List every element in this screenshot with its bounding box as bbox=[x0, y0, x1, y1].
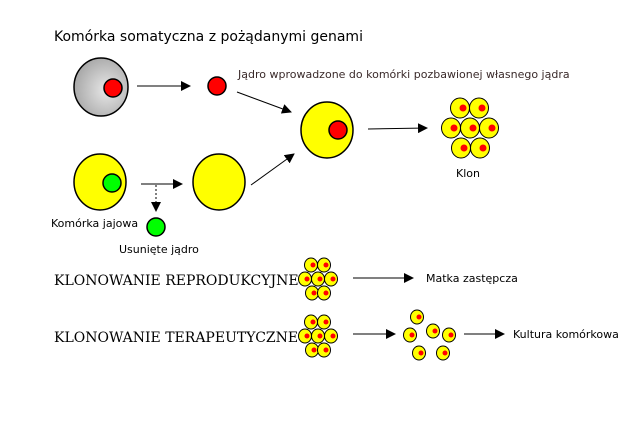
enucleated-egg bbox=[192, 153, 246, 211]
clone-label: Klon bbox=[456, 167, 480, 180]
clone-cluster bbox=[441, 97, 499, 159]
embryo-cluster bbox=[298, 314, 338, 358]
embryo-cluster bbox=[298, 257, 338, 301]
donor-nucleus bbox=[207, 76, 227, 96]
culture-label: Kultura komórkowa bbox=[513, 328, 619, 341]
reproductive-label: KLONOWANIE REPRODUKCYJNE bbox=[54, 273, 299, 289]
nucleus-transfer-label: Jądro wprowadzone do komórki pozbawionej… bbox=[237, 68, 570, 81]
removed-nucleus-label: Usunięte jądro bbox=[119, 243, 199, 256]
egg-cell-label: Komórka jajowa bbox=[51, 217, 138, 230]
somatic-cell bbox=[73, 57, 129, 117]
arrow bbox=[250, 153, 295, 186]
diagram-title: Komórka somatyczna z pożądanymi genami bbox=[54, 29, 363, 45]
separated-cells bbox=[403, 309, 456, 361]
egg-cell bbox=[73, 153, 127, 211]
arrow bbox=[367, 123, 428, 134]
reconstructed-cell bbox=[300, 101, 354, 159]
removed-nucleus bbox=[146, 217, 166, 237]
arrow bbox=[236, 91, 292, 114]
therapeutic-label: KLONOWANIE TERAPEUTYCZNE bbox=[54, 330, 298, 346]
surrogate-label: Matka zastępcza bbox=[426, 272, 518, 285]
